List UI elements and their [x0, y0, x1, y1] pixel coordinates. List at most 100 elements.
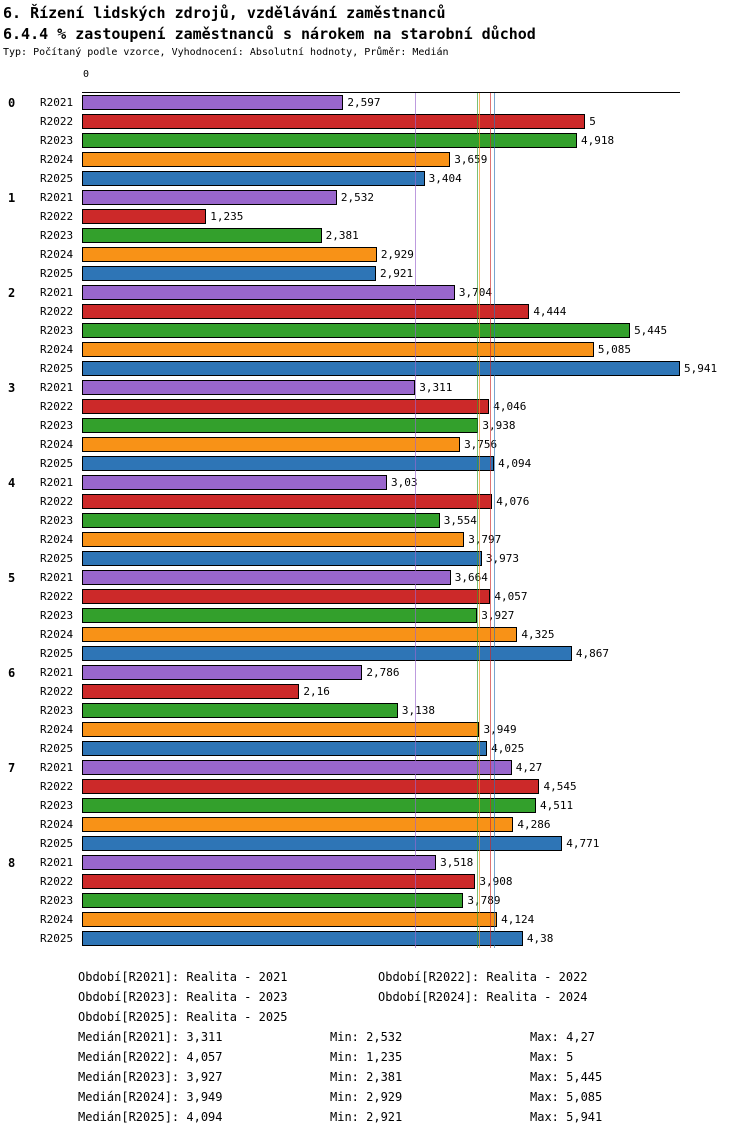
bar-r2023 [82, 893, 464, 908]
series-label-r2022: R2022 [40, 780, 74, 793]
stats: Medián[R2021]: 3,311 Min: 2,532 Max: 4,27 M… [78, 1030, 742, 1130]
bar-wrap: 4,025 [82, 739, 524, 758]
chart-row: R2025 3,973 [0, 549, 750, 568]
bar-value-label: 2,597 [347, 96, 381, 109]
bar-wrap: 5 [82, 112, 596, 131]
chart-row: R2024 3,756 [0, 435, 750, 454]
series-label-r2023: R2023 [40, 324, 74, 337]
chart-row: R2023 2,381 [0, 226, 750, 245]
group-label: 3 [8, 380, 16, 395]
series-label-r2023: R2023 [40, 799, 74, 812]
bar-wrap: 2,786 [82, 663, 400, 682]
bar-r2022 [82, 589, 491, 604]
stat-median: Medián[R2024]: 3,949 [78, 1090, 223, 1104]
chart-row: R2024 5,085 [0, 340, 750, 359]
bar-r2024 [82, 912, 498, 927]
series-label-r2024: R2024 [40, 533, 74, 546]
series-label-r2023: R2023 [40, 134, 74, 147]
bar-wrap: 4,38 [82, 929, 553, 948]
bar-value-label: 3,311 [419, 381, 453, 394]
series-label-r2022: R2022 [40, 305, 74, 318]
group-label: 2 [8, 285, 16, 300]
series-label-r2023: R2023 [40, 894, 74, 907]
bar-wrap: 3,949 [82, 720, 517, 739]
bar-wrap: 4,867 [82, 644, 609, 663]
bar-value-label: 2,921 [380, 267, 414, 280]
x-axis-zero-label: 0 [83, 69, 90, 80]
series-label-r2025: R2025 [40, 267, 74, 280]
stat-max: Max: 5,445 [530, 1070, 603, 1084]
chart-row: 3 R2021 3,311 [0, 378, 750, 397]
bar-wrap: 4,444 [82, 302, 566, 321]
series-label-r2022: R2022 [40, 875, 74, 888]
legend-and-stats: Období[R2021]: Realita - 2021 Období[R202… [78, 970, 742, 1130]
median-line-r2021 [415, 93, 417, 948]
chart-row: 5 R2021 3,664 [0, 568, 750, 587]
bar-r2025 [82, 361, 680, 376]
bar-wrap: 2,921 [82, 264, 413, 283]
bar-value-label: 4,124 [501, 913, 535, 926]
bar-value-label: 3,704 [458, 286, 492, 299]
chart-row: R2025 4,771 [0, 834, 750, 853]
bar-value-label: 5,445 [634, 324, 668, 337]
chart-row: R2023 3,938 [0, 416, 750, 435]
bar-wrap: 1,235 [82, 207, 243, 226]
bar-wrap: 3,311 [82, 378, 452, 397]
stat-median: Medián[R2025]: 4,094 [78, 1110, 223, 1124]
chart-row: R2022 1,235 [0, 207, 750, 226]
legend-item: Období[R2021]: Realita - 2021 [78, 970, 288, 984]
chart-row: R2024 2,929 [0, 245, 750, 264]
chart-row: 1 R2021 2,532 [0, 188, 750, 207]
bar-value-label: 2,532 [340, 191, 374, 204]
legend-item: Období[R2022]: Realita - 2022 [378, 970, 588, 984]
bar-wrap: 3,518 [82, 853, 473, 872]
chart-row: R2022 4,545 [0, 777, 750, 796]
bar-value-label: 4,918 [581, 134, 615, 147]
bar-chart-plot: 0 R2021 2,597 R2022 5 R2023 4,918 R2024 3,659 R20… [0, 93, 750, 948]
chart-row: R2025 4,38 [0, 929, 750, 948]
bar-value-label: 3,404 [428, 172, 462, 185]
bar-wrap: 3,659 [82, 150, 487, 169]
series-label-r2024: R2024 [40, 343, 74, 356]
bar-r2024 [82, 817, 514, 832]
series-label-r2025: R2025 [40, 742, 74, 755]
chart-row: R2023 4,511 [0, 796, 750, 815]
chart-row: R2024 3,797 [0, 530, 750, 549]
series-label-r2024: R2024 [40, 438, 74, 451]
series-label-r2021: R2021 [40, 191, 74, 204]
bar-r2023 [82, 608, 478, 623]
bar-r2025 [82, 646, 572, 661]
bar-value-label: 3,927 [481, 609, 515, 622]
report-meta-line: Typ: Počítaný podle vzorce, Vyhodnocení:… [3, 47, 449, 58]
series-label-r2024: R2024 [40, 818, 74, 831]
bar-r2022 [82, 494, 493, 509]
stat-min: Min: 1,235 [330, 1050, 403, 1064]
series-label-r2021: R2021 [40, 761, 74, 774]
bar-wrap: 4,511 [82, 796, 573, 815]
bar-r2021 [82, 380, 416, 395]
bar-wrap: 3,789 [82, 891, 501, 910]
bar-wrap: 2,532 [82, 188, 374, 207]
bar-r2024 [82, 437, 461, 452]
chart-row: 8 R2021 3,518 [0, 853, 750, 872]
series-label-r2021: R2021 [40, 381, 74, 394]
series-label-r2024: R2024 [40, 153, 74, 166]
series-label-r2021: R2021 [40, 286, 74, 299]
stat-max: Max: 5,085 [530, 1090, 603, 1104]
chart-row: R2022 3,908 [0, 872, 750, 891]
series-label-r2021: R2021 [40, 571, 74, 584]
bar-wrap: 3,664 [82, 568, 488, 587]
bar-r2025 [82, 741, 488, 756]
bar-value-label: 4,38 [526, 932, 554, 945]
series-label-r2024: R2024 [40, 248, 74, 261]
bar-wrap: 3,973 [82, 549, 519, 568]
bar-r2022 [82, 779, 540, 794]
bar-r2025 [82, 931, 523, 946]
bar-value-label: 3,789 [467, 894, 501, 907]
bar-value-label: 2,929 [380, 248, 414, 261]
bar-r2022 [82, 684, 300, 699]
bar-value-label: 2,786 [366, 666, 400, 679]
bar-wrap: 4,057 [82, 587, 527, 606]
bar-value-label: 4,076 [496, 495, 530, 508]
